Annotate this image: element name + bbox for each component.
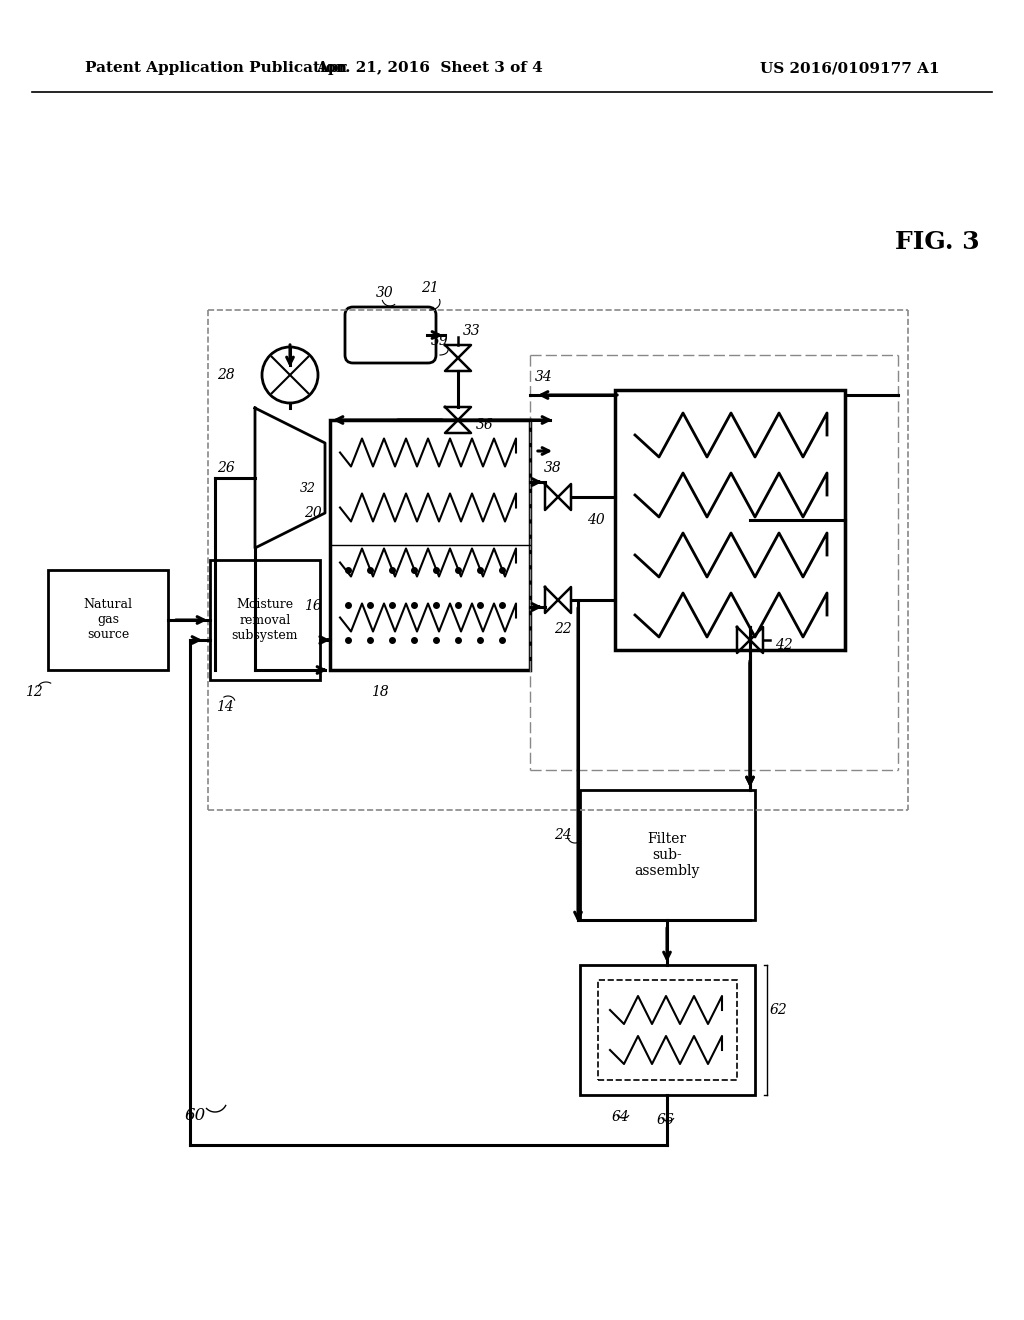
Text: 60: 60 xyxy=(184,1106,206,1123)
Text: US 2016/0109177 A1: US 2016/0109177 A1 xyxy=(761,61,940,75)
Bar xyxy=(580,789,755,920)
Text: Natural
gas
source: Natural gas source xyxy=(84,598,132,642)
Text: 20: 20 xyxy=(304,506,322,520)
Text: Patent Application Publication: Patent Application Publication xyxy=(85,61,347,75)
Text: 39: 39 xyxy=(431,334,449,348)
Text: 64: 64 xyxy=(611,1110,629,1125)
Text: 36: 36 xyxy=(476,418,494,432)
Text: 18: 18 xyxy=(371,685,389,700)
Text: 34: 34 xyxy=(535,370,553,384)
Text: Moisture
removal
subsystem: Moisture removal subsystem xyxy=(231,598,298,642)
Text: 21: 21 xyxy=(421,281,439,294)
Text: 28: 28 xyxy=(217,368,234,381)
Text: 24: 24 xyxy=(554,828,572,842)
Text: 22: 22 xyxy=(554,622,571,636)
Text: 40: 40 xyxy=(587,513,605,527)
Text: 33: 33 xyxy=(463,323,480,338)
Text: 32: 32 xyxy=(300,482,316,495)
Text: FIG. 3: FIG. 3 xyxy=(895,230,980,253)
Text: 42: 42 xyxy=(775,638,793,652)
Bar xyxy=(48,570,168,671)
Bar xyxy=(210,560,319,680)
Bar xyxy=(615,389,845,649)
Text: 12: 12 xyxy=(26,685,43,700)
Text: Filter
sub-
assembly: Filter sub- assembly xyxy=(634,832,699,878)
Bar xyxy=(580,965,755,1096)
Text: 62: 62 xyxy=(770,1003,787,1016)
Bar xyxy=(330,420,530,671)
Bar xyxy=(598,979,737,1080)
Text: 14: 14 xyxy=(216,700,233,714)
Text: 38: 38 xyxy=(544,461,562,475)
Text: Apr. 21, 2016  Sheet 3 of 4: Apr. 21, 2016 Sheet 3 of 4 xyxy=(316,61,544,75)
Text: 66: 66 xyxy=(656,1113,674,1127)
Text: 16: 16 xyxy=(304,599,322,612)
Text: 30: 30 xyxy=(376,286,394,300)
Text: 26: 26 xyxy=(217,461,234,475)
